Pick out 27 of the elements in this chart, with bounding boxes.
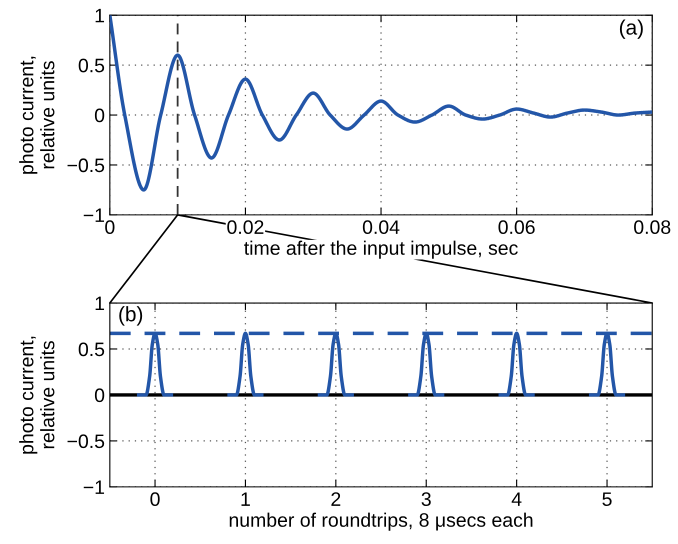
x-tick-label: 0	[150, 492, 160, 506]
y-tick-label: −0.5	[68, 158, 104, 172]
y-tick-label: 0	[94, 388, 104, 402]
x-tick-label: 2	[331, 492, 340, 506]
y-tick-label: 0.5	[78, 342, 104, 356]
y-axis-title: photo current, relative units	[19, 56, 54, 174]
x-tick-label: 0.08	[634, 220, 670, 234]
y-tick-label: −1	[84, 208, 104, 222]
y-axis-title: photo current, relative units	[19, 336, 54, 454]
x-tick-label: 0	[105, 220, 114, 234]
x-axis-title: time after the input impulse, sec	[244, 240, 518, 259]
y-tick-label: 0.5	[78, 58, 104, 72]
y-tick-label: −1	[84, 480, 104, 494]
x-axis-title: number of roundtrips, 8 μsecs each	[230, 512, 532, 531]
x-tick-label: 0.06	[498, 220, 535, 234]
annotation: (a)	[620, 19, 643, 39]
x-tick-label: 5	[602, 492, 612, 506]
y-tick-label: 0	[94, 108, 104, 122]
y-tick-label: 1	[96, 296, 104, 310]
y-tick-label: −0.5	[68, 434, 104, 448]
x-tick-label: 1	[242, 492, 250, 506]
x-tick-label: 0.02	[227, 220, 264, 234]
x-tick-label: 3	[422, 492, 431, 506]
x-tick-label: 4	[512, 492, 522, 506]
y-tick-label: 1	[96, 8, 104, 22]
x-tick-label: 0.04	[362, 220, 400, 234]
annotation: (b)	[119, 306, 142, 326]
